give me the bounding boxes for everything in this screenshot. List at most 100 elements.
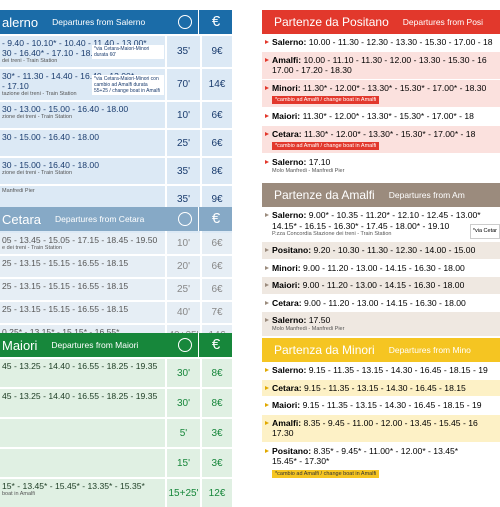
time-line: Amalfi: 10.00 - 11.10 - 11.30 - 12.00 - … — [272, 55, 500, 66]
price: 6€ — [202, 233, 232, 254]
timetable-row: 30* - 11.30 - 14.40 - 16.40 - 13.00* - 17… — [0, 69, 232, 100]
times: 30 - 13.00 - 15.00 - 16.40 - 18.00 zione … — [0, 102, 165, 128]
timetable-row: Minori: 9.00 - 11.20 - 13.00 - 14.15 - 1… — [262, 259, 500, 277]
currency-header: € — [198, 10, 232, 34]
timetable-row: Cetara: 11.30* - 12.00* - 13.30* - 15.30… — [262, 125, 500, 154]
timetable-row: 30 - 13.00 - 15.00 - 16.40 - 18.00 zione … — [0, 102, 232, 128]
times: 25 - 13.15 - 15.15 - 16.55 - 18.15 — [0, 302, 165, 323]
bullet — [265, 420, 269, 425]
duration: 15' — [167, 449, 200, 477]
section-subtitle: Departures from Salerno — [52, 17, 146, 27]
section-header: Cetara Departures from Cetara € — [0, 207, 232, 231]
time-line: Maiori: 9.00 - 11.20 - 13.00 - 14.15 - 1… — [272, 280, 500, 291]
timetable-row: Salerno: 9.15 - 11.35 - 13.15 - 14.30 - … — [262, 362, 500, 380]
times: 11.30* - 12.00* - 13.30* - 15.30* - 17.0… — [302, 111, 474, 121]
stop-name: P.zza Concordia Stazione dei treni - Tra… — [272, 231, 392, 237]
section-title: Partenze da Amalfi — [274, 188, 375, 202]
stop-name: Molo Manfredi - Manfredi Pier — [272, 325, 345, 332]
duration: 25' — [167, 130, 200, 156]
price: 6€ — [202, 102, 232, 128]
time-line: 0.25* - 13.15* - 15.15* - 16.55* — [2, 327, 120, 337]
bullet — [265, 248, 269, 252]
section-title: Partenze da Positano — [274, 15, 389, 29]
times — [0, 419, 165, 447]
times: 25 - 13.15 - 15.15 - 16.55 - 18.15 — [0, 256, 165, 277]
bullet — [265, 114, 269, 118]
timetable-row: 05 - 13.45 - 15.05 - 17.15 - 18.45 - 19.… — [0, 233, 232, 254]
timetable-row: Maiori: 11.30* - 12.00* - 13.30* - 15.30… — [262, 108, 500, 126]
time-line: Salerno: 17.50 — [272, 315, 500, 326]
timetable-row: Minori: 11.30* - 12.00* - 13.30* - 15.30… — [262, 79, 500, 108]
route-note: *cambio ad Amalfi / change boat in Amalf… — [272, 469, 380, 478]
time-line: 25 - 13.15 - 15.15 - 16.55 - 18.15 — [2, 258, 129, 268]
time-line: Minori: 11.30* - 12.00* - 13.30* - 15.30… — [272, 83, 500, 94]
bullet — [265, 448, 269, 453]
time-line: 14.15* - 16.15 - 16.30* - 17.45 - 18.00*… — [272, 220, 450, 231]
time-line: 45 - 13.25 - 14.40 - 16.55 - 18.25 - 19.… — [2, 361, 158, 371]
price: 3€ — [202, 449, 232, 477]
right-section: Partenze da Positano Departures from Posi… — [262, 10, 500, 179]
times: - 9.40 - 10.10* - 10.40 - 11.40 - 13.00*… — [0, 36, 165, 67]
destination: Salerno: — [272, 37, 307, 47]
section-title: Cetara — [2, 211, 42, 227]
duration: 30' — [167, 359, 200, 387]
left-section: Maiori Departures from Maiori €45 - 13.25 … — [0, 333, 232, 507]
time-line: 30 - 15.00 - 16.40 - 18.00 — [2, 160, 99, 170]
timetable-row: Salerno: 10.00 - 11.30 - 12.30 - 13.30 -… — [262, 34, 500, 52]
destination: Salerno: — [272, 157, 307, 167]
time-line: Amalfi: 8.35 - 9.45 - 11.00 - 12.00 - 13… — [272, 418, 500, 429]
stop-name: tazione dei treni - Train Station — [2, 91, 77, 97]
time-line: Salerno: 10.00 - 11.30 - 12.30 - 13.30 -… — [272, 37, 500, 48]
time-line: Maiori: 9.15 - 11.35 - 13.15 - 14.30 - 1… — [272, 400, 500, 411]
timetable-row: 15* - 13.45* - 15.45* - 13.35* - 15.35* b… — [0, 479, 232, 507]
duration: 40' — [167, 302, 200, 323]
time-line: Salerno: 9.15 - 11.35 - 13.15 - 14.30 - … — [272, 365, 500, 376]
route-note: *via Cetara-Maiori-Minori con cambio ad … — [92, 74, 164, 95]
section-title: alerno — [2, 14, 39, 30]
bullet — [265, 368, 269, 372]
price: 12€ — [202, 479, 232, 507]
times: 9.15 - 11.35 - 13.15 - 14.30 - 16.45 - 1… — [304, 382, 466, 393]
times: 25 - 13.15 - 15.15 - 16.55 - 18.15 — [0, 279, 165, 300]
duration: 25' — [167, 279, 200, 300]
right-section: Partenza da Minori Departures from Mino Sa… — [262, 338, 500, 482]
time-line: 30 - 15.00 - 16.40 - 18.00 — [2, 132, 99, 142]
timetable-row: Maiori: 9.15 - 11.35 - 13.15 - 14.30 - 1… — [262, 397, 500, 415]
price: 6€ — [202, 279, 232, 300]
currency-header: € — [198, 207, 232, 231]
bullet — [265, 131, 269, 136]
times: 30 - 15.00 - 16.40 - 18.00 zione dei tren… — [0, 158, 165, 184]
section-header: Partenze da Positano Departures from Posi — [262, 10, 500, 34]
times: 8.35* - 9.45* - 11.00* - 12.00* - 13.45* — [313, 445, 459, 456]
time-line: Cetara: 9.15 - 11.35 - 13.15 - 14.30 - 1… — [272, 383, 500, 394]
times: 9.20 - 10.30 - 11.30 - 12.30 - 14.00 - 1… — [313, 245, 476, 255]
price: 3€ — [202, 419, 232, 447]
timetable-row: - 9.40 - 10.10* - 10.40 - 11.40 - 13.00*… — [0, 36, 232, 67]
left-section: Cetara Departures from Cetara €05 - 13.45 … — [0, 207, 232, 346]
destination: Minori: — [272, 82, 301, 93]
stop-name: dei treni - Train Station — [2, 58, 58, 64]
section-title: Maiori — [2, 337, 38, 353]
times: 8.35 - 9.45 - 11.00 - 12.00 - 13.45 - 15… — [303, 417, 478, 428]
stop-name: zione dei treni - Train Station — [2, 170, 73, 176]
stop-name: Molo Manfredi - Manfredi Pier — [272, 167, 345, 174]
section-header: Partenza da Minori Departures from Mino — [262, 338, 500, 362]
duration: 30' — [167, 389, 200, 417]
time-line: 30 - 16.40* - 17.10 - 18.00* — [2, 48, 106, 58]
times: 17.50 — [308, 315, 331, 325]
destination: Cetara: — [272, 128, 302, 139]
timetable-row: Cetara: 9.15 - 11.35 - 13.15 - 14.30 - 1… — [262, 379, 500, 397]
time-line: Positano: 9.20 - 10.30 - 11.30 - 12.30 -… — [272, 245, 500, 256]
times: 10.00 - 11.30 - 12.30 - 13.30 - 15.30 - … — [308, 37, 493, 47]
price: 8€ — [202, 359, 232, 387]
route-note: *cambio ad Amalfi / change boat in Amalf… — [272, 96, 380, 104]
duration: 10' — [167, 233, 200, 254]
price: 7€ — [202, 302, 232, 323]
duration: 10' — [167, 102, 200, 128]
right-section: Partenze da Amalfi Departures from Am Sale… — [262, 183, 500, 337]
destination: Cetara: — [272, 297, 302, 308]
bullet — [265, 213, 269, 217]
timetable-row: Salerno: 17.50 Molo Manfredi - Manfredi P… — [262, 312, 500, 337]
time-line: Salerno: 9.00* - 10.35 - 11.20* - 12.10 … — [272, 210, 500, 221]
timetable-row: 15' 3€ — [0, 449, 232, 477]
